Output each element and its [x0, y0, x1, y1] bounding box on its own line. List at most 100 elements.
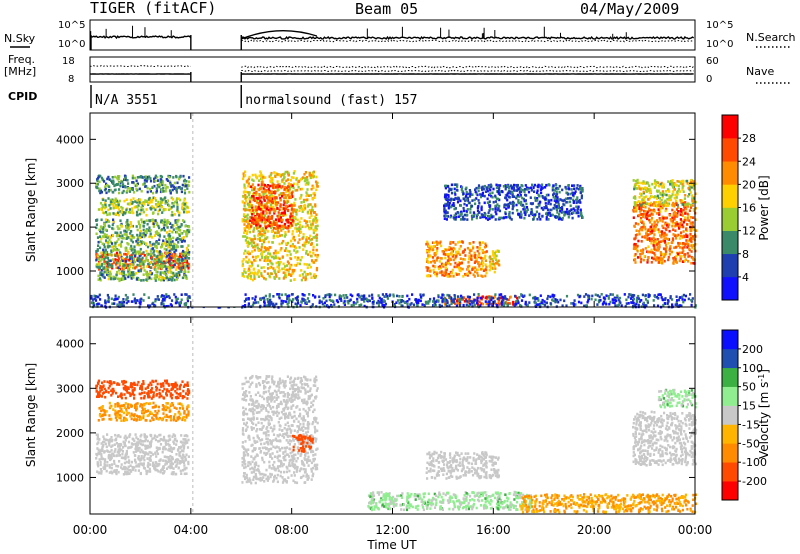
echo-cell — [287, 230, 290, 233]
echo-cell — [613, 301, 616, 305]
echo-cell — [130, 249, 133, 252]
echo-cell — [131, 260, 134, 263]
echo-cell — [266, 272, 269, 275]
echo-cell — [178, 273, 181, 277]
echo-cell — [162, 304, 166, 308]
echo-cell — [475, 186, 478, 190]
echo-cell — [113, 184, 116, 188]
echo-cell — [523, 205, 526, 209]
echo-cell — [242, 194, 245, 198]
echo-cell — [269, 203, 272, 206]
echo-cell — [512, 204, 515, 208]
echo-cell — [256, 264, 260, 268]
echo-cell — [491, 215, 494, 219]
echo-cell — [501, 295, 504, 299]
echo-cell — [145, 231, 148, 235]
echo-cell — [243, 218, 246, 222]
echo-cell — [549, 295, 552, 299]
echo-cell — [299, 258, 302, 262]
echo-cell — [384, 295, 387, 298]
echo-cell — [503, 203, 506, 206]
echo-cell — [432, 245, 435, 248]
echo-cell — [96, 248, 99, 251]
echo-cell — [381, 293, 384, 296]
echo-cell — [177, 225, 180, 229]
echo-cell — [523, 208, 526, 212]
echo-cell — [271, 214, 274, 218]
echo-cell — [434, 272, 437, 276]
echo-cell — [137, 239, 140, 242]
echo-cell — [121, 234, 124, 237]
echo-cell — [111, 234, 114, 237]
echo-cell — [435, 259, 438, 262]
echo-cell — [145, 258, 148, 261]
echo-cell — [102, 235, 105, 238]
echo-cell — [259, 206, 262, 209]
echo-cell — [180, 298, 183, 302]
echo-cell — [248, 237, 251, 240]
echo-cell — [507, 215, 510, 219]
echo-cell — [446, 200, 449, 204]
echo-cell — [312, 186, 315, 189]
echo-cell — [172, 271, 175, 275]
echo-cell — [242, 207, 245, 211]
echo-cell — [119, 210, 122, 213]
echo-cell — [120, 270, 123, 273]
echo-cell — [551, 298, 554, 302]
echo-cell — [182, 219, 185, 222]
echo-cell — [309, 265, 312, 269]
echo-cell — [173, 293, 176, 296]
echo-cell — [164, 296, 167, 300]
echo-cell — [346, 299, 349, 303]
echo-cell — [133, 266, 136, 270]
echo-cell — [168, 245, 171, 249]
power-panel-frame — [89, 112, 696, 308]
echo-cell — [260, 248, 263, 252]
echo-cell — [187, 184, 190, 187]
echo-cell — [173, 278, 176, 282]
echo-cell — [172, 185, 175, 189]
echo-cell — [338, 297, 341, 300]
echo-cell — [493, 256, 496, 259]
echo-cell — [187, 270, 190, 274]
echo-cell — [105, 182, 108, 186]
echo-cell — [462, 257, 465, 261]
echo-cell — [288, 294, 291, 297]
echo-cell — [504, 193, 507, 197]
echo-cell — [141, 261, 145, 265]
echo-cell — [479, 216, 482, 219]
echo-cell — [494, 194, 497, 198]
echo-cell — [468, 295, 471, 299]
echo-cell — [162, 278, 165, 282]
echo-cell — [97, 274, 100, 278]
echo-cell — [487, 303, 490, 307]
echo-cell — [283, 187, 286, 191]
echo-cell — [635, 300, 638, 304]
echo-cell — [264, 214, 267, 217]
echo-cell — [294, 302, 297, 306]
echo-cell — [265, 254, 268, 258]
echo-cell — [321, 302, 324, 306]
echo-cell — [571, 191, 574, 195]
echo-cell — [105, 251, 108, 255]
echo-cell — [645, 230, 648, 234]
echo-cell — [486, 201, 489, 204]
echo-cell — [127, 236, 130, 239]
echo-cell — [363, 304, 366, 308]
echo-cell — [154, 266, 157, 269]
echo-cell — [493, 270, 496, 274]
echo-cell — [662, 239, 665, 242]
echo-cell — [532, 217, 535, 221]
echo-cell — [276, 173, 279, 176]
echo-cell — [513, 195, 516, 198]
echo-cell — [454, 193, 457, 196]
echo-cell — [305, 301, 308, 304]
echo-cell — [158, 185, 161, 189]
echo-cell — [102, 198, 105, 202]
echo-cell — [419, 299, 422, 303]
echo-cell — [160, 205, 164, 209]
echo-cell — [165, 248, 168, 251]
echo-cell — [256, 201, 259, 204]
echo-cell — [186, 249, 189, 252]
echo-cell — [513, 183, 516, 187]
